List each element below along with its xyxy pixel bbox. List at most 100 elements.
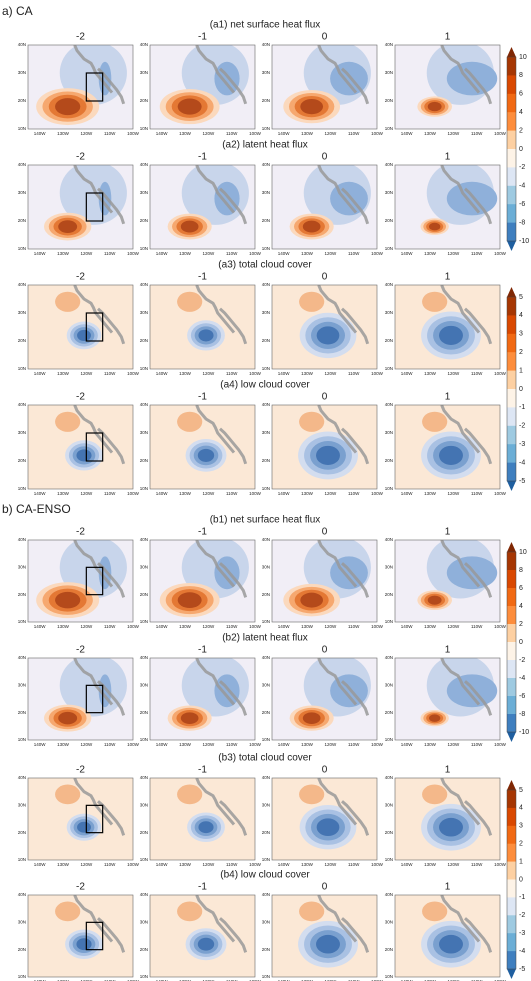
colorbar-segment: [507, 714, 516, 733]
lat-label: 20N: [262, 830, 270, 835]
lat-label: 30N: [385, 920, 393, 925]
lon-label: 110W: [104, 862, 116, 867]
lon-label: 100W: [371, 131, 384, 136]
neg-region: [446, 61, 498, 96]
coastline: [317, 285, 358, 334]
colorbar-segment: [507, 185, 516, 205]
lon-label: 100W: [371, 742, 384, 747]
lon-label: 100W: [494, 979, 507, 981]
row-title: (a2) latent heat flux: [222, 140, 308, 151]
map: [395, 778, 500, 860]
colorbar-segment: [507, 370, 516, 390]
lon-label: 110W: [471, 251, 483, 256]
lat-label: 10N: [262, 974, 270, 979]
colorbar-label: -6: [519, 693, 525, 700]
coastline: [73, 285, 114, 334]
lat-label: 30N: [18, 70, 26, 75]
colorbar-segment: [507, 112, 516, 131]
lat-label: 20N: [385, 947, 393, 952]
lon-label: 120W: [80, 491, 93, 496]
map: [395, 285, 500, 369]
lon-label: 130W: [57, 131, 70, 136]
lat-label: 10N: [385, 486, 393, 491]
lag-label: 1: [445, 272, 451, 283]
neg-region: [198, 821, 214, 834]
colorbar-label: -8: [519, 711, 525, 718]
map: [150, 778, 255, 860]
colorbar-label: 4: [519, 312, 523, 319]
lon-label: 110W: [471, 742, 483, 747]
pos-region: [177, 592, 202, 609]
panel-border: [394, 44, 501, 130]
neg-region: [316, 934, 340, 954]
lag-label: 1: [445, 152, 451, 163]
panel-border: [149, 284, 256, 370]
neg-region: [77, 821, 91, 833]
lat-label: 20N: [18, 98, 26, 103]
coastline: [195, 895, 236, 943]
lat-label: 40N: [140, 162, 148, 167]
coastline: [219, 680, 248, 716]
lat-label: 10N: [18, 857, 26, 862]
lon-label: 130W: [57, 742, 70, 747]
lon-label: 120W: [324, 742, 337, 747]
lat-label: 40N: [385, 537, 393, 542]
lat-label: 10N: [18, 619, 26, 624]
lon-label: 130W: [301, 979, 314, 981]
panel-border: [271, 44, 378, 130]
lat-label: 40N: [262, 537, 270, 542]
lon-label: 100W: [249, 131, 262, 136]
lon-label: 100W: [494, 742, 507, 747]
lon-label: 130W: [301, 251, 314, 256]
lat-label: 30N: [140, 190, 148, 195]
lat-label: 20N: [262, 218, 270, 223]
lon-label: 100W: [127, 742, 140, 747]
lag-label: -1: [198, 882, 207, 893]
lon-label: 100W: [127, 251, 140, 256]
panel-border: [149, 539, 256, 623]
coastline: [195, 658, 236, 706]
lat-label: 30N: [262, 70, 270, 75]
lat-label: 10N: [140, 486, 148, 491]
lon-label: 130W: [301, 491, 314, 496]
lat-label: 10N: [140, 857, 148, 862]
panel-border: [149, 164, 256, 250]
pos-region: [299, 291, 325, 312]
lat-label: 30N: [18, 565, 26, 570]
lat-label: 40N: [140, 282, 148, 287]
panel-border: [149, 777, 256, 861]
lon-label: 130W: [179, 624, 192, 629]
lat-label: 20N: [262, 458, 270, 463]
colorbar-segment: [507, 825, 516, 844]
coastline: [219, 917, 248, 953]
lon-label: 120W: [447, 251, 460, 256]
lon-label: 130W: [424, 862, 437, 867]
lat-label: 10N: [18, 737, 26, 742]
lag-label: 1: [445, 392, 451, 403]
pos-region: [422, 901, 448, 922]
panel-border: [27, 894, 134, 978]
neg-region: [214, 181, 240, 216]
colorbar-cap: [507, 481, 516, 491]
map: [28, 778, 133, 860]
colorbar-label: -10: [519, 729, 529, 736]
lat-label: 40N: [18, 892, 26, 897]
lon-label: 100W: [371, 979, 384, 981]
pos-region: [427, 595, 442, 605]
lon-label: 130W: [301, 862, 314, 867]
colorbar-label: -2: [519, 164, 525, 171]
lon-label: 110W: [226, 131, 238, 136]
map: [395, 540, 500, 622]
coastline: [219, 800, 248, 836]
colorbar-label: 0: [519, 146, 523, 153]
focus-box: [85, 684, 104, 714]
coastline: [73, 165, 114, 214]
lag-label: -1: [198, 32, 207, 43]
colorbar-label: 2: [519, 621, 523, 628]
lon-label: 130W: [424, 742, 437, 747]
neg-region: [439, 445, 463, 465]
colorbar-border: [506, 56, 517, 242]
lat-label: 40N: [18, 402, 26, 407]
coastline: [317, 658, 358, 706]
lon-label: 140W: [156, 624, 169, 629]
